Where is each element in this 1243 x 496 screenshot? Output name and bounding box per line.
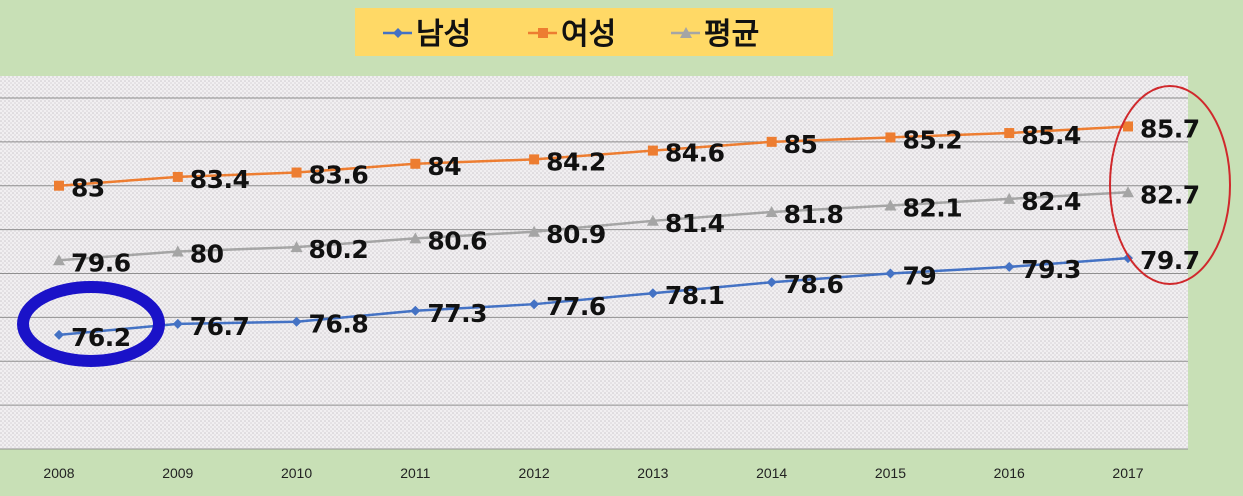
data-point bbox=[1122, 186, 1134, 198]
legend-box bbox=[355, 8, 833, 56]
gridlines bbox=[0, 97, 1188, 450]
data-label: 78.6 bbox=[784, 270, 844, 299]
data-label: 83 bbox=[71, 174, 105, 203]
data-labels: 76.2 76.7 76.8 77.3 77.6 78.1 78.6 79 79.3 79.7 83… bbox=[71, 114, 1200, 351]
data-point bbox=[1004, 128, 1015, 139]
data-label: 79.3 bbox=[1021, 255, 1081, 284]
x-tick-label: 2015 bbox=[875, 465, 906, 481]
data-label: 81.4 bbox=[665, 209, 725, 238]
data-point bbox=[172, 318, 183, 329]
data-point bbox=[54, 180, 64, 191]
data-point bbox=[291, 316, 302, 327]
x-tick-label: 2013 bbox=[637, 465, 668, 481]
data-point bbox=[393, 28, 403, 38]
data-point bbox=[529, 299, 540, 310]
data-point bbox=[410, 158, 421, 169]
data-label: 84 bbox=[427, 152, 461, 181]
data-label: 81.8 bbox=[784, 200, 844, 229]
data-point bbox=[528, 225, 541, 237]
series-line bbox=[58, 191, 1129, 262]
data-label: 79 bbox=[902, 261, 936, 290]
data-point bbox=[410, 305, 421, 316]
legend-label: 여성 bbox=[561, 17, 616, 52]
legend-label: 평균 bbox=[704, 17, 759, 52]
data-point bbox=[291, 167, 302, 178]
data-label: 84.2 bbox=[546, 147, 606, 176]
data-label: 77.3 bbox=[427, 299, 487, 328]
data-label: 83.6 bbox=[309, 161, 369, 190]
x-tick-label: 2014 bbox=[756, 465, 787, 481]
data-point bbox=[680, 27, 692, 38]
data-label: 80.6 bbox=[427, 226, 487, 255]
series-line bbox=[58, 125, 1129, 187]
data-label: 77.6 bbox=[546, 292, 606, 321]
x-tick-label: 2012 bbox=[519, 465, 550, 481]
plot-area bbox=[0, 76, 1188, 449]
data-label: 82.1 bbox=[902, 193, 962, 222]
data-point bbox=[290, 241, 303, 253]
legend: 남성 여성 평균 bbox=[355, 8, 833, 56]
data-point bbox=[538, 28, 548, 38]
data-point bbox=[54, 329, 64, 340]
data-label: 76.8 bbox=[309, 310, 369, 339]
data-label: 83.4 bbox=[190, 165, 250, 194]
data-point bbox=[1123, 121, 1133, 132]
x-tick-label: 2009 bbox=[162, 465, 193, 481]
data-label: 76.2 bbox=[71, 323, 131, 352]
data-point bbox=[765, 206, 778, 218]
data-label: 79.7 bbox=[1140, 246, 1200, 275]
highlight-ellipse-first bbox=[17, 281, 165, 367]
data-point bbox=[1004, 261, 1015, 272]
data-label: 80.2 bbox=[309, 235, 369, 264]
data-label: 85.2 bbox=[902, 125, 962, 154]
data-label: 85.7 bbox=[1140, 114, 1200, 143]
data-point bbox=[53, 254, 65, 266]
data-point bbox=[529, 154, 540, 165]
data-label: 82.7 bbox=[1140, 180, 1200, 209]
data-point bbox=[646, 214, 659, 226]
data-point bbox=[409, 232, 422, 244]
data-label: 80.9 bbox=[546, 220, 606, 249]
data-label: 76.7 bbox=[190, 312, 250, 341]
data-label: 78.1 bbox=[665, 281, 725, 310]
data-point bbox=[172, 171, 183, 182]
data-label: 80 bbox=[190, 240, 224, 269]
data-point bbox=[885, 268, 896, 279]
data-point bbox=[766, 277, 777, 288]
series-lines bbox=[58, 125, 1129, 337]
highlight-ellipse-last bbox=[1109, 85, 1231, 285]
data-point bbox=[1003, 192, 1016, 204]
series-markers bbox=[53, 121, 1134, 340]
x-tick-label: 2011 bbox=[400, 465, 430, 481]
data-label: 79.6 bbox=[71, 248, 131, 277]
data-label: 85.4 bbox=[1021, 121, 1081, 150]
data-point bbox=[884, 199, 897, 211]
x-tick-label: 2016 bbox=[994, 465, 1025, 481]
series-line bbox=[58, 256, 1129, 337]
data-point bbox=[766, 136, 777, 147]
x-tick-label: 2017 bbox=[1112, 465, 1143, 481]
data-label: 85 bbox=[784, 130, 818, 159]
x-axis-ticks: 2008 2009 2010 2011 2012 2013 2014 2015 2016 2017 bbox=[43, 465, 1143, 481]
legend-label: 남성 bbox=[416, 17, 471, 52]
x-tick-label: 2010 bbox=[281, 465, 312, 481]
data-label: 84.6 bbox=[665, 139, 725, 168]
data-point bbox=[647, 288, 658, 299]
data-point bbox=[171, 245, 184, 257]
data-point bbox=[885, 132, 896, 143]
x-tick-label: 2008 bbox=[43, 465, 74, 481]
data-label: 82.4 bbox=[1021, 187, 1081, 216]
data-point bbox=[647, 145, 658, 156]
